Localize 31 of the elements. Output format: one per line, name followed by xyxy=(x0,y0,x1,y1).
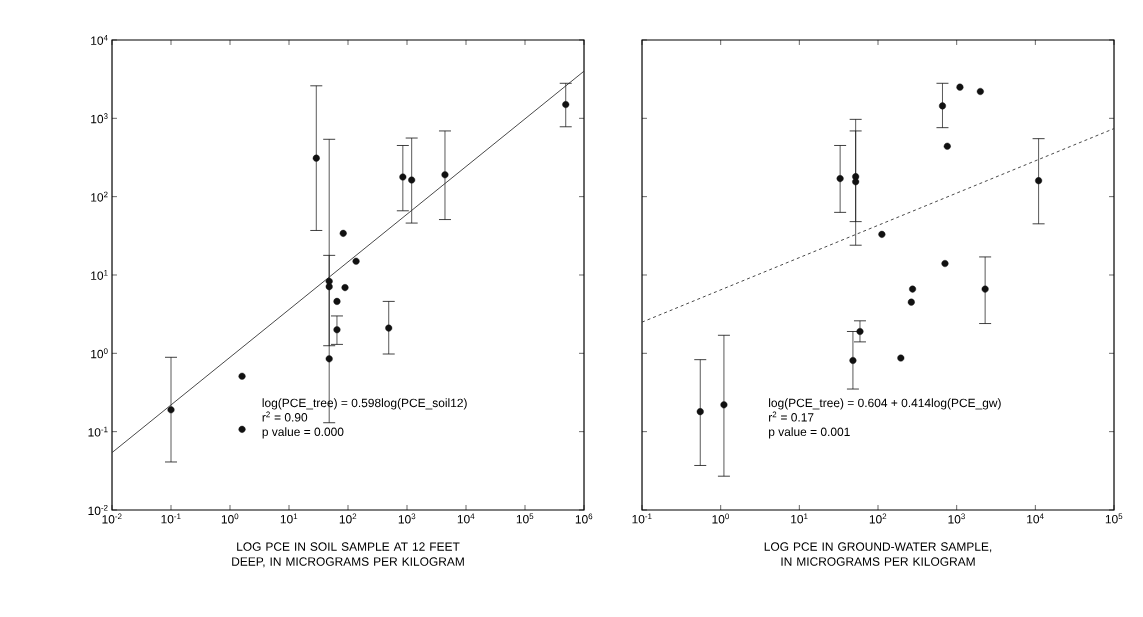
annotation: p value = 0.001 xyxy=(769,427,850,439)
annotation: p value = 0.000 xyxy=(262,427,344,439)
x-tick-label: 10$^{1}$ xyxy=(791,513,808,524)
x-axis-title: LOG PCE IN SOIL SAMPLE AT 12 FEET DEEP, IN MICROGRAMS PER KILOGRAM xyxy=(232,542,464,568)
y-tick-label: 10$^{3}$ xyxy=(91,113,108,124)
x-tick-label: 10$^{0}$ xyxy=(712,513,729,524)
x-tick-label: 10$^{3}$ xyxy=(948,513,965,524)
x-tick-label: 10$^{4}$ xyxy=(1027,513,1044,524)
x-tick-label: 10$^{2}$ xyxy=(339,513,357,524)
x-tick-label: 10$^{4}$ xyxy=(457,513,475,524)
y-tick-label: 10$^{-1}$ xyxy=(88,426,108,437)
x-tick-label: 10$^{1}$ xyxy=(280,513,298,524)
x-axis-title: LOG PCE IN GROUND-WATER SAMPLE, IN MICROGRAMS PER KILOGRAM xyxy=(764,542,992,566)
x-tick-label: 10$^{0}$ xyxy=(221,513,239,524)
y-tick-label: 10$^{0}$ xyxy=(91,348,108,359)
x-tick-label: 10$^{-2}$ xyxy=(102,513,122,524)
y-tick-label: 10$^{-2}$ xyxy=(88,504,108,515)
x-tick-label: 10$^{2}$ xyxy=(869,513,887,524)
annotation: r$^{2}$ = 0.17 xyxy=(769,411,814,422)
x-tick-label: 10$^{6}$ xyxy=(575,513,593,524)
y-tick-label: 10$^{1}$ xyxy=(91,270,108,280)
y-tick-label: 10$^{4}$ xyxy=(91,35,108,45)
annotation: r$^{2}$ = 0.90 xyxy=(262,411,308,422)
x-tick-label: 10$^{5}$ xyxy=(516,513,534,524)
x-tick-label: 10$^{-1}$ xyxy=(161,513,181,524)
x-tick-label: 10$^{5}$ xyxy=(1105,513,1123,524)
x-tick-label: 10$^{3}$ xyxy=(398,513,416,524)
annotation: log(PCE_tree) = 0.598log(PCE_soil12) xyxy=(262,398,467,410)
annotation: log(PCE_tree) = 0.604 + 0.414log(PCE_gw) xyxy=(769,398,1001,410)
y-tick-label: 10$^{2}$ xyxy=(91,191,108,202)
x-tick-label: 10$^{-1}$ xyxy=(632,513,652,524)
